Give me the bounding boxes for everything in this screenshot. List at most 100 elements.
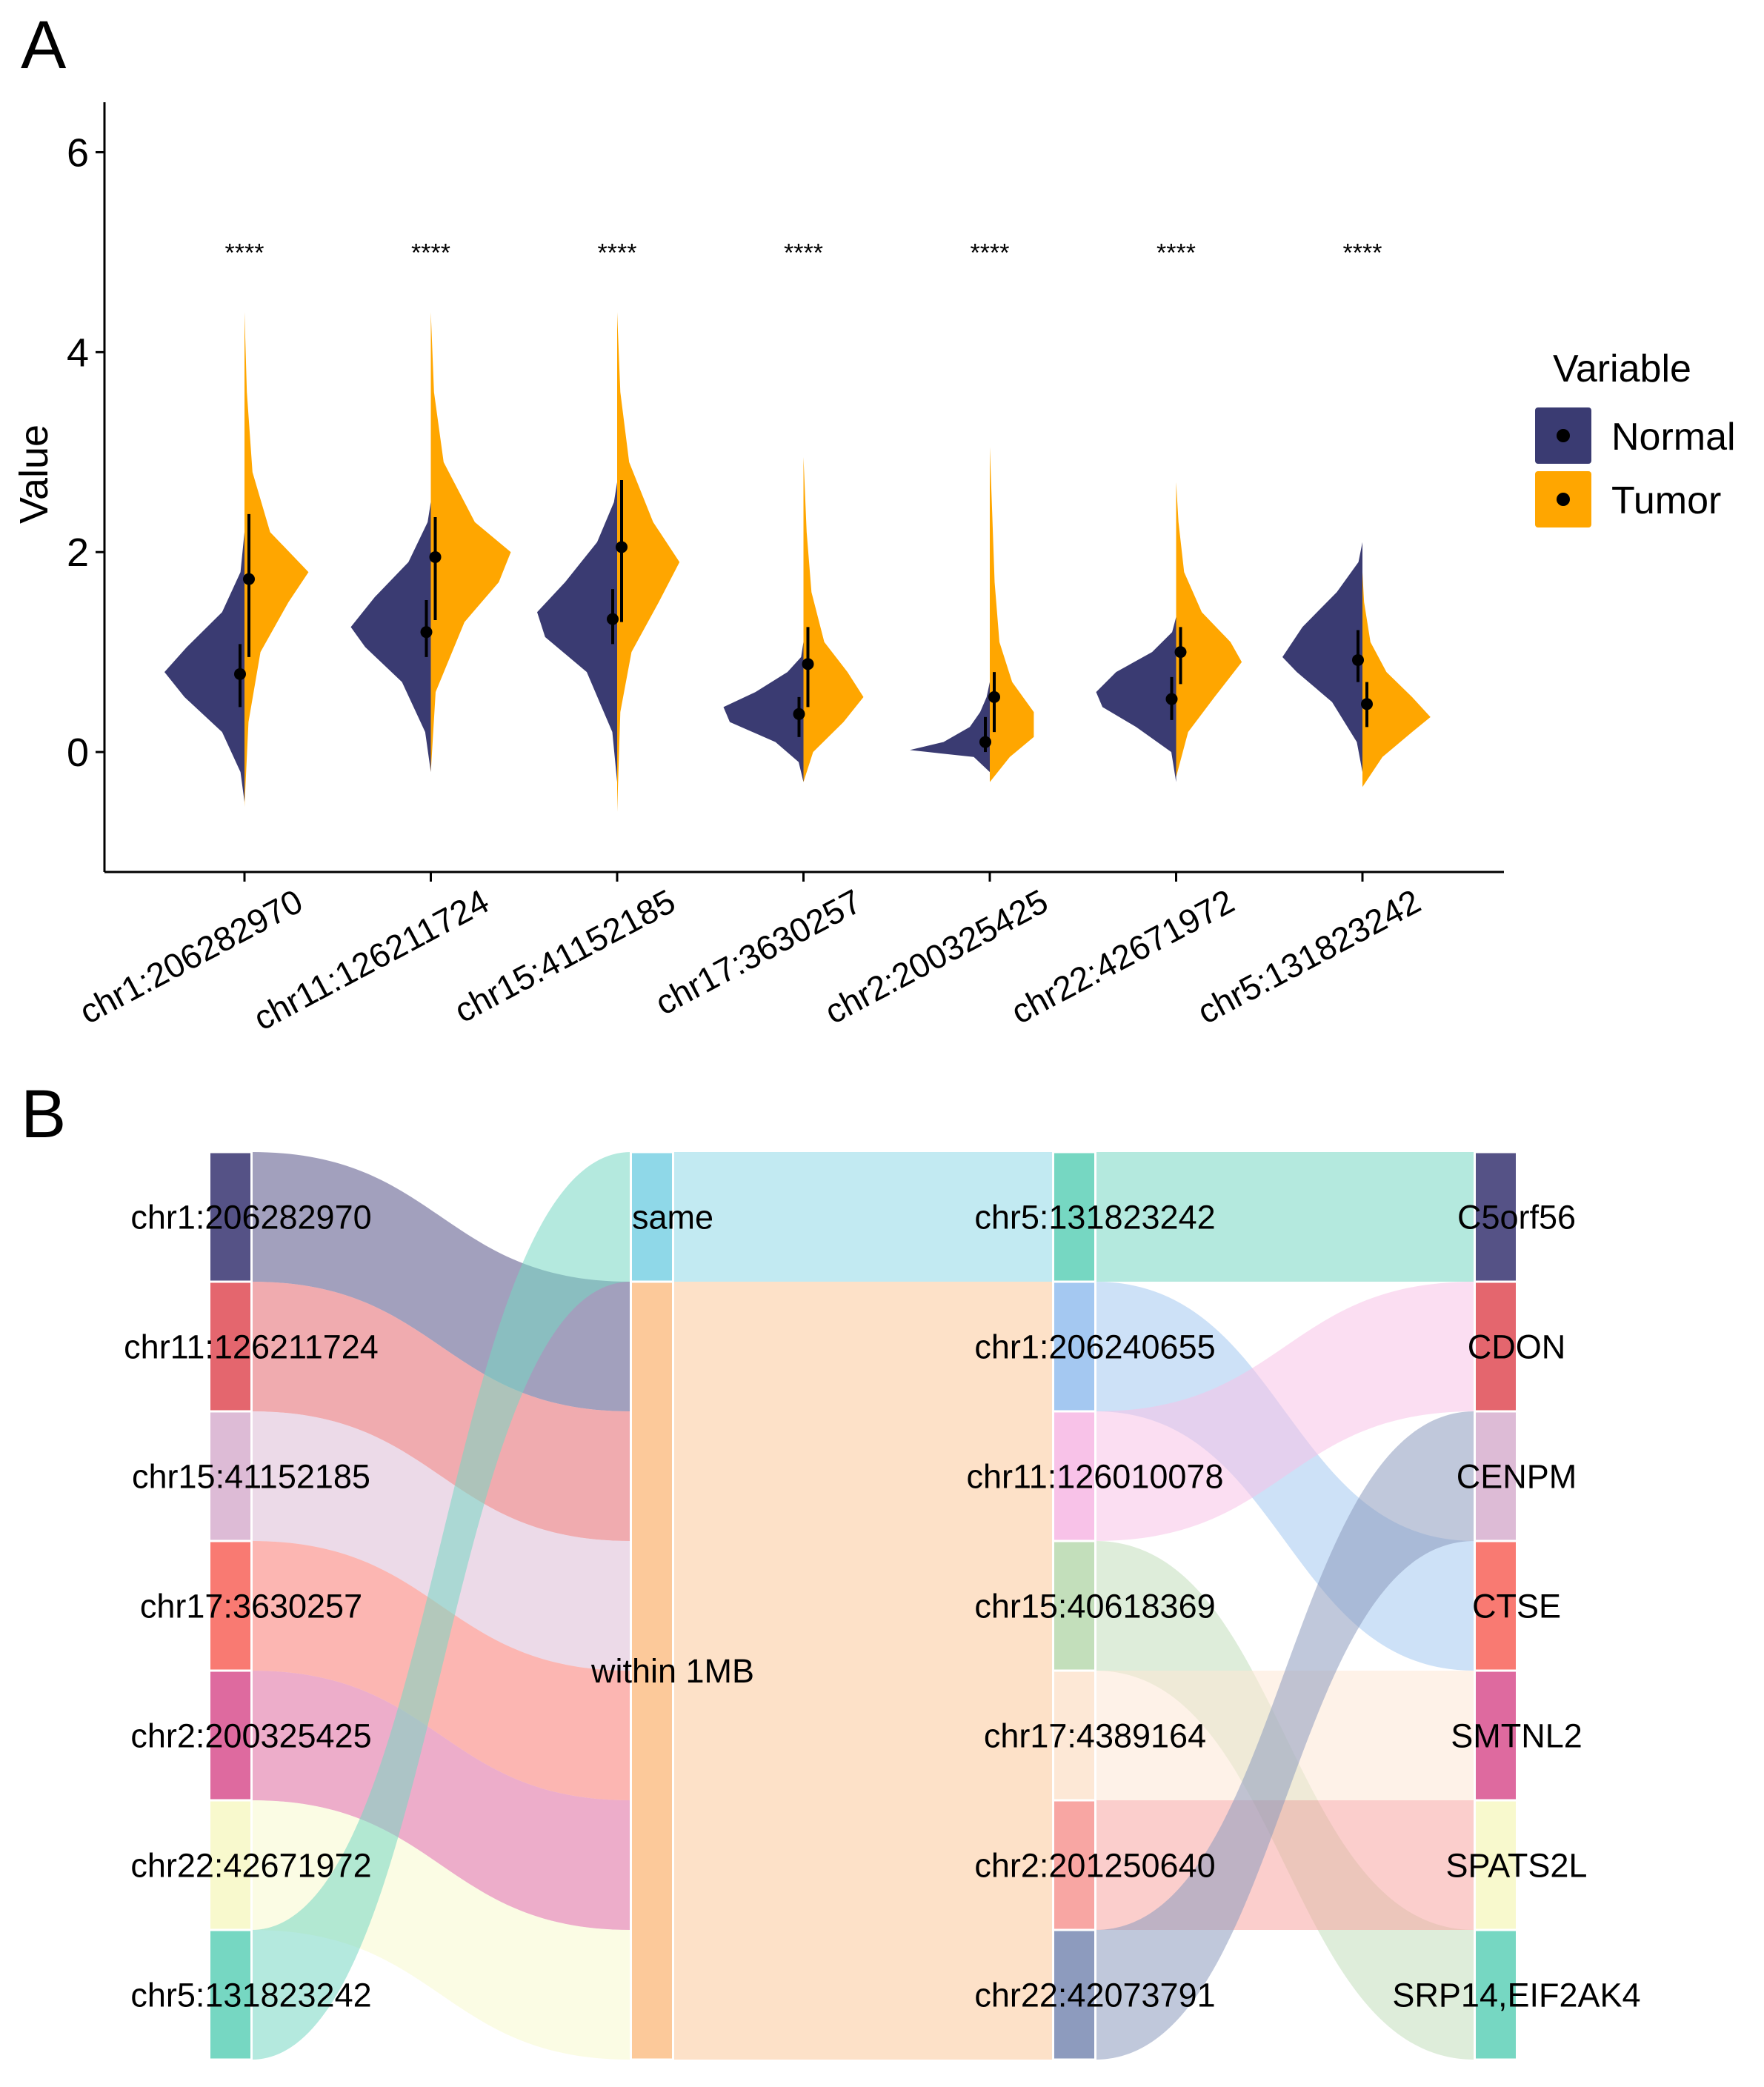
alluvial-flow-2-chr11-126010078-to-cdon <box>1095 1282 1475 1541</box>
alluvial-label-gene-cdon: CDON <box>1468 1328 1566 1366</box>
alluvial-flow-0-chr5-131823242-to-same <box>251 1152 631 2060</box>
violin-group-chr22-42671972: **** <box>1096 239 1242 782</box>
median-normal-chr1-206282970 <box>234 668 246 680</box>
alluvial-node-gene-ctse <box>1474 1540 1518 1672</box>
panel-b-label: B <box>21 1076 66 1152</box>
alluvial-node-cpg-site-chr22-42671972 <box>208 1799 253 1931</box>
violin-normal-chr17-3630257 <box>723 642 804 782</box>
alluvial-flow-1-within-1mb-to-chr11-126010078 <box>673 1411 1054 1541</box>
alluvial-flow-1-within-1mb-to-chr17-4389164 <box>673 1671 1054 1800</box>
alluvial-node-gene-site-chr17-4389164 <box>1052 1669 1096 1802</box>
median-normal-chr17-3630257 <box>793 708 805 720</box>
significance-chr5-131823242: **** <box>1343 239 1382 267</box>
significance-chr15-41152185: **** <box>598 239 637 267</box>
median-tumor-chr2-200325425 <box>988 690 1000 703</box>
alluvial-flow-1-within-1mb-to-chr1-206240655 <box>673 1282 1054 1411</box>
alluvial-label-cpg-site-chr2-200325425: chr2:200325425 <box>130 1717 371 1755</box>
violin-group-chr17-3630257: **** <box>723 239 864 782</box>
median-normal-chr22-42671972 <box>1165 693 1178 705</box>
alluvial-node-cpg-site-chr5-131823242 <box>208 1928 253 2061</box>
y-axis-title: Value <box>12 425 56 524</box>
alluvial-node-gene-site-chr5-131823242 <box>1052 1151 1096 1283</box>
alluvial-label-gene-c5orf56: C5orf56 <box>1457 1199 1576 1236</box>
violin-normal-chr2-200325425 <box>910 682 990 773</box>
alluvial-flow-0-chr11-126211724-to-within-1mb <box>251 1282 631 1541</box>
alluvial-flow-2-chr5-131823242-to-c5orf56 <box>1095 1152 1475 1282</box>
median-normal-chr5-131823242 <box>1352 653 1364 666</box>
violin-normal-chr22-42671972 <box>1096 616 1176 782</box>
violin-tumor-chr22-42671972 <box>1176 482 1242 777</box>
alluvial-label-cpg-site-chr17-3630257: chr17:3630257 <box>140 1588 362 1625</box>
alluvial-node-cpg-site-chr11-126211724 <box>208 1280 253 1413</box>
alluvial-node-gene-smtnl2 <box>1474 1669 1518 1802</box>
alluvial-label-gene-site-chr17-4389164: chr17:4389164 <box>984 1717 1206 1755</box>
median-tumor-chr15-41152185 <box>616 541 628 553</box>
violin-normal-chr15-41152185 <box>537 482 617 782</box>
violin-tumor-chr11-126211724 <box>430 312 511 773</box>
violin-group-chr5-131823242: **** <box>1282 239 1431 788</box>
alluvial-label-gene-srp14-eif2ak4: SRP14,EIF2AK4 <box>1392 1977 1640 2014</box>
alluvial-nodes <box>208 1151 1518 2061</box>
panel-a-label: A <box>21 7 67 83</box>
significance-chr22-42671972: **** <box>1156 239 1196 267</box>
median-normal-chr15-41152185 <box>607 613 619 625</box>
alluvial-labels: chr1:206282970 chr11:126211724 chr15:41152… <box>124 1199 1640 2014</box>
alluvial-label-gene-site-chr22-42073791: chr22:42073791 <box>974 1977 1215 2014</box>
alluvial-label-cpg-site-chr5-131823242: chr5:131823242 <box>130 1977 371 2014</box>
legend-normal-dot <box>1557 429 1570 442</box>
alluvial-label-gene-cenpm: CENPM <box>1457 1458 1577 1496</box>
alluvial-node-relation-within-1mb <box>630 1280 674 2061</box>
median-normal-chr2-200325425 <box>979 736 991 748</box>
violin-group-chr1-206282970: **** <box>164 239 309 808</box>
alluvial-flow-1-within-1mb-to-chr2-201250640 <box>673 1800 1054 1930</box>
alluvial-node-gene-site-chr2-201250640 <box>1052 1799 1096 1931</box>
median-tumor-chr1-206282970 <box>243 573 255 585</box>
significance-chr1-206282970: **** <box>225 239 264 267</box>
alluvial-label-relation-within-1mb: within 1MB <box>590 1652 754 1690</box>
alluvial-node-gene-cenpm <box>1474 1410 1518 1542</box>
median-tumor-chr11-126211724 <box>429 550 442 563</box>
violin-legend: Variable Normal Tumor <box>1535 347 1736 527</box>
violin-tumor-chr17-3630257 <box>803 457 864 782</box>
median-tumor-chr22-42671972 <box>1174 646 1187 659</box>
violin-tumor-chr2-200325425 <box>990 447 1034 782</box>
median-tumor-chr17-3630257 <box>802 658 814 670</box>
significance-chr11-126211724: **** <box>411 239 450 267</box>
alluvial-flow-0-chr2-200325425-to-within-1mb <box>251 1671 631 1930</box>
legend-title: Variable <box>1553 347 1691 390</box>
alluvial-label-cpg-site-chr1-206282970: chr1:206282970 <box>130 1199 371 1236</box>
violin-group-chr11-126211724: **** <box>350 239 511 773</box>
violin-normal-chr11-126211724 <box>350 502 431 773</box>
alluvial-label-gene-site-chr5-131823242: chr5:131823242 <box>974 1199 1215 1236</box>
alluvial-flow-2-chr22-42073791-to-cenpm <box>1095 1411 1475 2060</box>
y-tick-label-2: 2 <box>67 530 89 575</box>
alluvial-flows <box>251 1152 1475 2060</box>
alluvial-node-gene-srp14-eif2ak4 <box>1474 1928 1518 2061</box>
significance-chr2-200325425: **** <box>971 239 1010 267</box>
violin-tumor-chr5-131823242 <box>1362 572 1431 788</box>
violin-tumor-chr15-41152185 <box>617 312 680 812</box>
violin-chart: **** **** **** **** **** **** **** 0246chr1:20… <box>12 102 1736 1038</box>
y-tick-label-0: 0 <box>67 730 89 775</box>
alluvial-flow-1-same-to-chr5-131823242 <box>673 1152 1054 1282</box>
alluvial-flow-1-within-1mb-to-chr22-42073791 <box>673 1930 1054 2060</box>
alluvial-label-gene-spats2l: SPATS2L <box>1446 1847 1588 1885</box>
alluvial-node-cpg-site-chr17-3630257 <box>208 1540 253 1672</box>
alluvial-label-relation-same: same <box>632 1199 713 1236</box>
alluvial-label-cpg-site-chr22-42671972: chr22:42671972 <box>130 1847 371 1885</box>
median-normal-chr11-126211724 <box>420 626 433 639</box>
alluvial-label-gene-site-chr11-126010078: chr11:126010078 <box>967 1458 1224 1496</box>
alluvial-label-cpg-site-chr11-126211724: chr11:126211724 <box>124 1328 379 1366</box>
y-tick-label-4: 4 <box>67 330 89 375</box>
alluvial-label-gene-ctse: CTSE <box>1472 1588 1561 1625</box>
violin-normal-chr1-206282970 <box>164 532 244 802</box>
violin-normal-chr5-131823242 <box>1282 542 1362 773</box>
legend-tumor-dot <box>1557 493 1570 506</box>
alluvial-node-relation-same <box>630 1151 674 1283</box>
violin-group-chr15-41152185: **** <box>537 239 680 812</box>
median-tumor-chr5-131823242 <box>1361 698 1373 710</box>
violin-tumor-chr1-206282970 <box>244 312 309 808</box>
violin-plot-area: **** **** **** **** **** **** **** <box>164 239 1431 812</box>
legend-normal-label: Normal <box>1611 416 1736 459</box>
